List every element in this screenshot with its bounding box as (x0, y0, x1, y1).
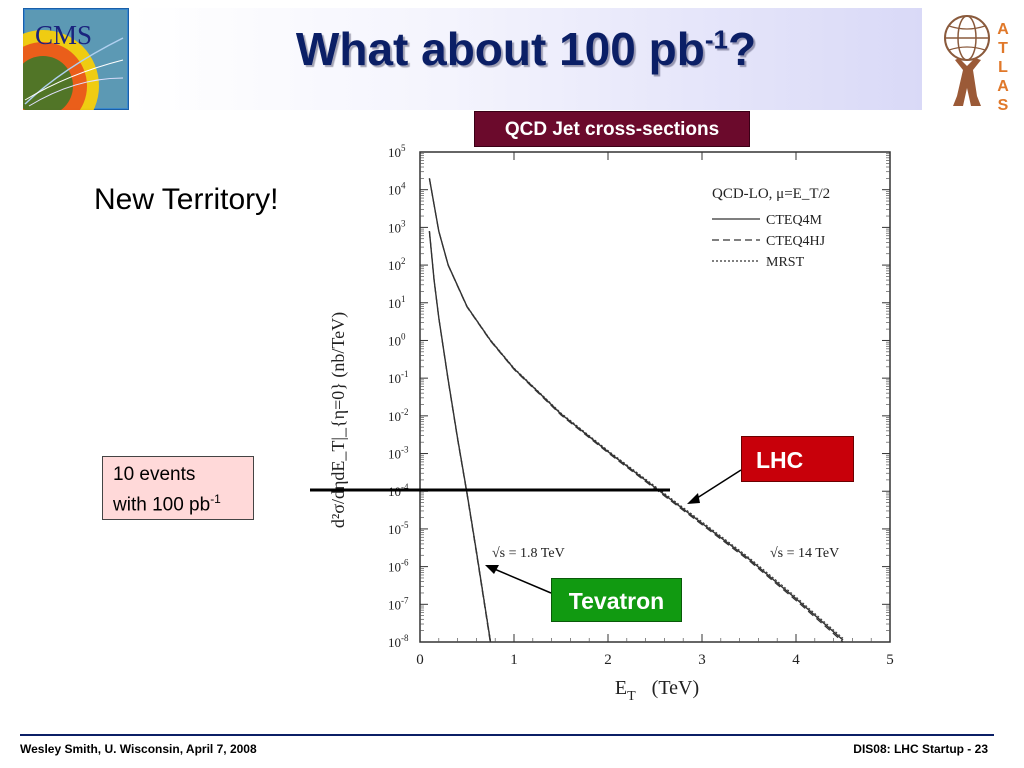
footer-slide-info: DIS08: LHC Startup - 23 (853, 742, 988, 756)
slide-title-text: What about 100 pb (295, 23, 705, 75)
tevatron-arrowhead (485, 565, 499, 574)
lhc-arrow (693, 469, 742, 501)
atlas-letter-3: L (998, 59, 1008, 76)
y-tick-label: 10-8 (388, 633, 409, 650)
y-tick-label: 10-6 (388, 558, 409, 575)
series-0-line-cteq4hj (428, 178, 844, 643)
ten-events-line2-text: with 100 pb (113, 494, 211, 516)
lhc-energy-label: √s = 14 TeV (770, 546, 839, 561)
y-tick-label: 10-4 (388, 482, 409, 499)
y-tick-label: 101 (388, 294, 406, 311)
atlas-letter-4: A (997, 78, 1009, 95)
x-axis-label-sub: T (627, 689, 636, 704)
tevatron-energy-label: √s = 1.8 TeV (492, 546, 565, 561)
title-band (130, 8, 922, 110)
x-axis-ticks: 0 1 2 3 4 5 (416, 152, 894, 668)
x-tick-label: 1 (510, 652, 518, 668)
footer-divider (20, 734, 994, 736)
y-axis-label-group: d²σ/dηdE_T|_{η=0} (nb/TeV) (328, 312, 349, 528)
y-axis-label: d²σ/dηdE_T|_{η=0} (nb/TeV) (328, 312, 349, 528)
chart-header: QCD Jet cross-sections (474, 111, 750, 147)
footer-author: Wesley Smith, U. Wisconsin, April 7, 200… (20, 742, 257, 756)
y-tick-label: 10-3 (388, 445, 409, 462)
ten-events-line2: with 100 pb-1 (113, 487, 243, 517)
atlas-letter-1: A (997, 21, 1009, 38)
series-group (428, 178, 844, 644)
slide-title: What about 100 pb-1? (130, 22, 922, 76)
atlas-logo: A T L A S (937, 8, 1019, 117)
ten-events-note: 10 events with 100 pb-1 (102, 456, 254, 520)
y-tick-label: 102 (388, 256, 406, 273)
legend-label-mrst: MRST (766, 255, 805, 270)
y-axis-ticks: 105 104 103 102 101 100 10-1 10-2 10-3 10-4 10-5 10… (388, 143, 890, 650)
x-axis-label: ET (TeV) (615, 677, 699, 704)
x-axis-label-unit: (TeV) (652, 677, 699, 699)
legend-label-cteq4hj: CTEQ4HJ (766, 234, 826, 249)
y-tick-label: 104 (388, 181, 406, 198)
legend-title: QCD-LO, μ=E_T/2 (712, 186, 830, 202)
tevatron-arrow (491, 567, 552, 594)
series-0-line-mrst (428, 178, 844, 639)
x-tick-label: 5 (886, 652, 894, 668)
cms-logo-text: CMS (35, 20, 92, 50)
y-tick-label: 10-2 (388, 407, 409, 424)
new-territory-text: New Territory! (94, 183, 279, 216)
lhc-tag: LHC (741, 436, 854, 482)
series-1-line-mrst (428, 231, 491, 641)
lhc-arrowhead (687, 493, 700, 504)
legend-label-cteq4m: CTEQ4M (766, 213, 823, 228)
x-tick-label: 0 (416, 652, 424, 668)
ten-events-exponent: -1 (210, 492, 221, 506)
x-tick-label: 2 (604, 652, 612, 668)
ten-events-line1: 10 events (113, 464, 196, 485)
cms-logo: CMS (0, 8, 129, 142)
series-1-line-cteq4hj (428, 231, 492, 644)
tevatron-tag: Tevatron (551, 578, 682, 622)
atlas-letter-5: S (998, 97, 1009, 112)
y-tick-label: 10-5 (388, 520, 409, 537)
y-tick-label: 10-7 (388, 595, 409, 612)
plot-frame (419, 151, 891, 643)
y-tick-label: 10-1 (388, 369, 409, 386)
y-tick-label: 105 (388, 143, 406, 160)
x-axis-label-symbol: E (615, 677, 627, 699)
y-tick-label: 100 (388, 331, 406, 348)
x-tick-label: 4 (792, 652, 800, 668)
slide-title-exponent: -1 (704, 24, 728, 55)
y-tick-label: 103 (388, 218, 406, 235)
x-tick-label: 3 (698, 652, 706, 668)
atlas-letter-2: T (998, 40, 1008, 57)
slide-title-suffix: ? (727, 23, 757, 75)
